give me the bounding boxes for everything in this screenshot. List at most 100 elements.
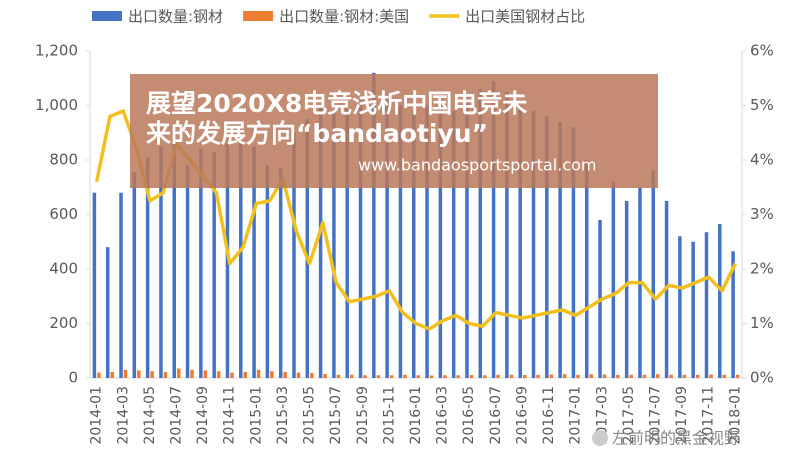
x-tick-label: 2015-01 (248, 386, 264, 445)
bar (199, 149, 203, 378)
bar (145, 157, 150, 378)
x-tick-label: 2014-03 (115, 386, 131, 445)
bar (243, 372, 248, 378)
bar (576, 374, 580, 378)
x-tick-label: 2015-05 (302, 386, 318, 445)
x-tick-label: 2016-03 (435, 386, 451, 445)
bar (389, 375, 394, 378)
legend-swatch (92, 11, 122, 21)
bar (483, 375, 487, 378)
bar (731, 251, 735, 378)
x-tick-label: 2017-11 (701, 386, 717, 445)
bar (704, 232, 709, 378)
bar (669, 374, 673, 378)
bar (624, 200, 629, 378)
y-tick-label: 1,000 (35, 96, 78, 114)
x-tick-label: 2017-01 (568, 386, 584, 445)
bar (105, 247, 110, 378)
x-tick-label: 2017-07 (648, 386, 664, 445)
bar (305, 119, 310, 378)
bar (425, 105, 429, 378)
banner-title-line: 展望2020X8电竞浅析中国电竞未 (146, 89, 527, 118)
bar (119, 192, 123, 378)
bar (132, 172, 137, 378)
bar (545, 116, 549, 379)
bar (97, 372, 101, 378)
bar (438, 100, 443, 379)
bar (429, 375, 434, 378)
bar (536, 374, 540, 378)
legend-label: 出口美国钢材占比 (465, 8, 585, 26)
watermark: 左前明的黑金视野 (612, 429, 740, 448)
bar (656, 374, 660, 378)
bar (212, 151, 216, 378)
bar (509, 374, 514, 378)
bar (283, 372, 287, 378)
y2-tick-label: 4% (750, 151, 774, 169)
bar (505, 91, 509, 378)
bar (323, 373, 327, 378)
banner (130, 74, 658, 188)
bar (496, 374, 500, 378)
bar (137, 370, 141, 378)
bar (522, 375, 527, 378)
bar (695, 374, 700, 378)
bar (642, 374, 647, 378)
bar (562, 374, 567, 378)
bar (398, 105, 403, 378)
bar (92, 192, 97, 378)
bar (123, 369, 128, 378)
bar (292, 132, 296, 378)
bar (571, 127, 576, 378)
x-tick-label: 2014-05 (142, 386, 158, 445)
y2-tick-label: 5% (750, 96, 774, 114)
bar (651, 170, 656, 378)
bar (363, 375, 367, 378)
x-tick-label: 2015-09 (355, 386, 371, 445)
bar (159, 146, 163, 378)
bar (150, 371, 154, 378)
bar (216, 371, 221, 378)
bar (443, 375, 447, 378)
bar (110, 372, 114, 378)
x-tick-label: 2016-07 (488, 386, 504, 445)
bar (185, 165, 190, 378)
y2-tick-label: 2% (750, 260, 774, 278)
bar (412, 110, 416, 378)
bar (239, 140, 243, 378)
bar (403, 374, 407, 378)
x-tick-label: 2014-01 (89, 386, 105, 445)
watermark-icon (592, 430, 608, 446)
y-tick-label: 0 (68, 369, 78, 387)
bar (349, 374, 354, 378)
bar (278, 168, 283, 378)
x-tick-label: 2015-07 (328, 386, 344, 445)
bar (336, 374, 341, 378)
y2-tick-label: 6% (750, 42, 774, 60)
x-tick-label: 2018-01 (727, 386, 743, 445)
bar (718, 224, 722, 378)
bar (469, 375, 474, 378)
bar (518, 105, 522, 378)
bar (190, 369, 194, 378)
bar (376, 375, 381, 378)
bar (678, 236, 682, 378)
y-tick-label: 600 (49, 205, 78, 223)
x-tick-label: 2014-09 (195, 386, 211, 445)
legend-swatch (243, 11, 274, 21)
bar (270, 371, 274, 378)
bar (682, 374, 687, 378)
bar (465, 102, 469, 379)
x-tick-label: 2017-03 (594, 386, 610, 445)
bar (589, 374, 593, 378)
x-tick-label: 2014-07 (168, 386, 184, 445)
bar (358, 100, 363, 379)
bar (372, 72, 376, 379)
y2-tick-label: 1% (750, 314, 774, 332)
bar (345, 108, 349, 378)
bar (611, 181, 616, 378)
legend-label: 出口数量:钢材:美国 (279, 8, 409, 26)
x-tick-label: 2015-03 (275, 386, 291, 445)
bar (584, 160, 589, 378)
